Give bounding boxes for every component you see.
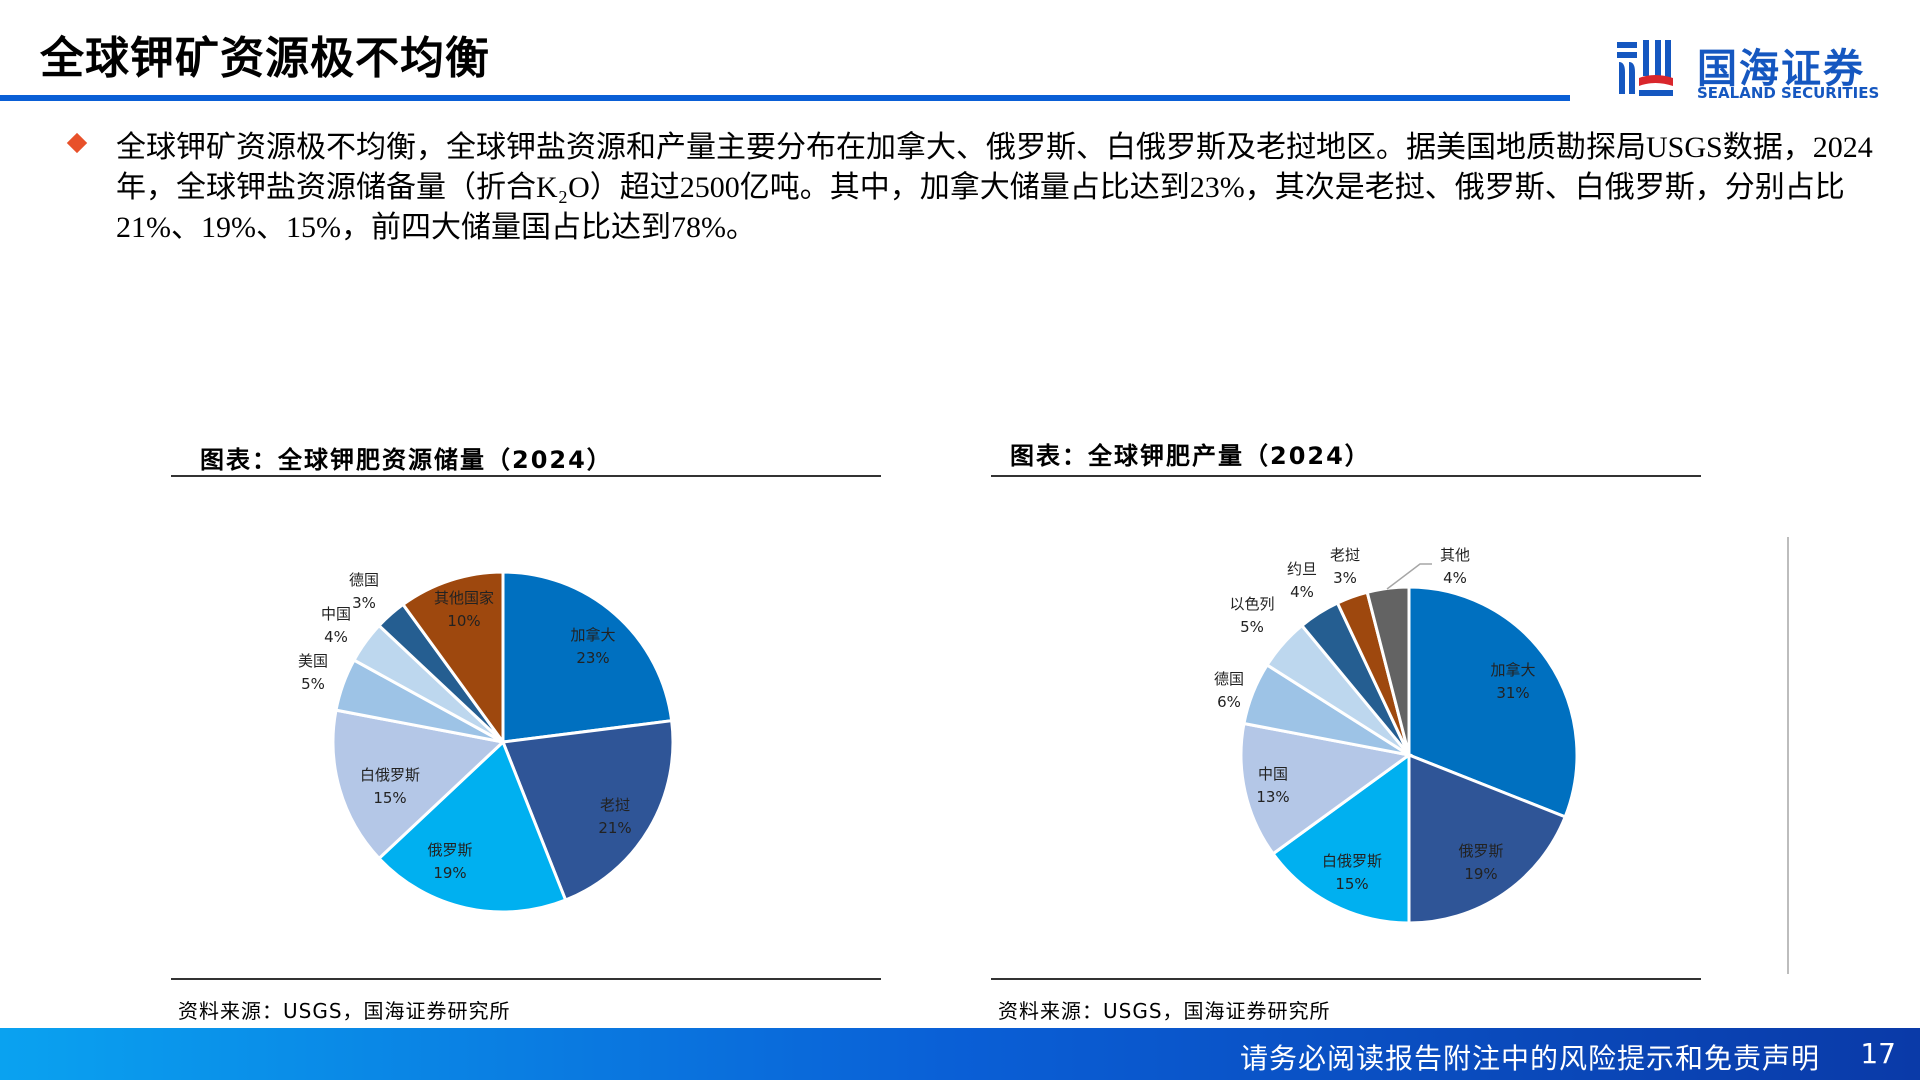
svg-text:加拿大: 加拿大 [570,626,615,644]
footer-bar: 请务必阅读报告附注中的风险提示和免责声明 17 [0,1028,1920,1080]
chart-top-rule [991,475,1701,477]
svg-text:5%: 5% [301,675,325,693]
page-title: 全球钾矿资源极不均衡 [40,33,490,84]
pie-slice-1 [1407,752,1568,925]
chart-frame-edge [1787,537,1789,974]
chart-bottom-rule [171,978,881,980]
svg-text:其他: 其他 [1440,546,1470,564]
svg-text:以色列: 以色列 [1229,595,1274,613]
svg-text:5%: 5% [1240,618,1264,636]
leader-line [1386,563,1432,590]
svg-text:19%: 19% [433,864,466,882]
svg-text:23%: 23% [576,649,609,667]
logo-text-en: SEALAND SECURITIES [1697,84,1880,102]
logo-text-cn: 国海证券 [1697,46,1865,92]
svg-text:3%: 3% [1333,569,1357,587]
svg-text:4%: 4% [324,628,348,646]
pie-label: 其他 4% [1440,546,1470,587]
svg-text:白俄罗斯: 白俄罗斯 [360,766,420,784]
pie-label: 中国 4% [321,605,351,646]
sealand-logo-icon [1617,40,1673,96]
svg-text:31%: 31% [1496,684,1529,702]
svg-text:19%: 19% [1464,865,1497,883]
svg-text:15%: 15% [373,789,406,807]
pie-slice-2 [376,739,568,914]
chart-source: 资料来源：USGS，国海证券研究所 [998,999,1331,1023]
pie-label: 俄罗斯 19% [1458,842,1503,883]
svg-text:10%: 10% [447,612,480,630]
svg-text:俄罗斯: 俄罗斯 [427,841,472,859]
svg-text:中国: 中国 [1258,765,1288,783]
pie-slice-3 [1239,721,1413,856]
company-logo: 国海证券 SEALAND SECURITIES [1615,34,1880,106]
pie-label: 德国 6% [1214,670,1244,711]
pie-label: 其他国家 10% [434,589,494,630]
pie-label: 加拿大 31% [1490,661,1535,702]
disclaimer-text: 请务必阅读报告附注中的风险提示和免责声明 [1239,1042,1820,1075]
svg-text:德国: 德国 [349,571,379,589]
svg-text:中国: 中国 [321,605,351,623]
chart-title: 图表：全球钾肥资源储量（2024） [200,446,613,474]
pie-slice-1 [500,719,675,903]
pie-slice-0 [501,570,674,744]
svg-text:4%: 4% [1443,569,1467,587]
svg-text:美国: 美国 [298,652,328,670]
pie-label: 中国 13% [1256,765,1289,806]
chart-top-rule [171,475,881,477]
diamond-bullet-icon [66,132,88,154]
svg-text:德国: 德国 [1214,670,1244,688]
svg-text:约旦: 约旦 [1287,560,1317,578]
page-number: 17 [1860,1037,1896,1070]
chart-bottom-rule [991,978,1701,980]
pie-label: 德国 3% [349,571,379,612]
chart-source: 资料来源：USGS，国海证券研究所 [178,999,511,1023]
reserves-pie-chart: 加拿大 23% 老挝 21% 俄罗斯 19% 白俄罗斯 15% 美国 5% 中国 4% 德国 3% 其他国家… [298,570,675,914]
pie-label: 白俄罗斯 15% [1322,852,1382,893]
pie-label: 老挝 3% [1330,546,1360,587]
bullet-text: 全球钾矿资源极不均衡，全球钾盐资源和产量主要分布在加拿大、俄罗斯、白俄罗斯及老挝… [116,131,1873,244]
svg-text:6%: 6% [1217,693,1241,711]
pie-label: 老挝 21% [598,796,631,837]
pie-label: 以色列 5% [1229,595,1274,636]
title-divider [0,95,1570,101]
svg-text:白俄罗斯: 白俄罗斯 [1322,852,1382,870]
svg-text:加拿大: 加拿大 [1490,661,1535,679]
production-pie-chart: 加拿大 31% 俄罗斯 19% 白俄罗斯 15% 中国 13% 德国 6% 以色列 5% 约旦 4% 老挝 3… [1214,546,1579,925]
chart-title: 图表：全球钾肥产量（2024） [1010,442,1371,470]
pie-label: 俄罗斯 19% [427,841,472,882]
svg-text:21%: 21% [598,819,631,837]
svg-text:俄罗斯: 俄罗斯 [1458,842,1503,860]
svg-text:4%: 4% [1290,583,1314,601]
svg-text:3%: 3% [352,594,376,612]
pie-label: 加拿大 23% [570,626,615,667]
pie-label: 约旦 4% [1287,560,1317,601]
pie-slice-3 [331,708,507,861]
svg-text:老挝: 老挝 [600,796,630,814]
pie-slice-2 [1270,752,1411,925]
pie-label: 白俄罗斯 15% [360,766,420,807]
svg-text:13%: 13% [1256,788,1289,806]
svg-text:其他国家: 其他国家 [434,589,494,607]
pie-label: 美国 5% [298,652,328,693]
svg-text:老挝: 老挝 [1330,546,1360,564]
pie-slice-7 [400,570,505,747]
svg-text:15%: 15% [1335,875,1368,893]
pie-slice-0 [1407,585,1579,819]
